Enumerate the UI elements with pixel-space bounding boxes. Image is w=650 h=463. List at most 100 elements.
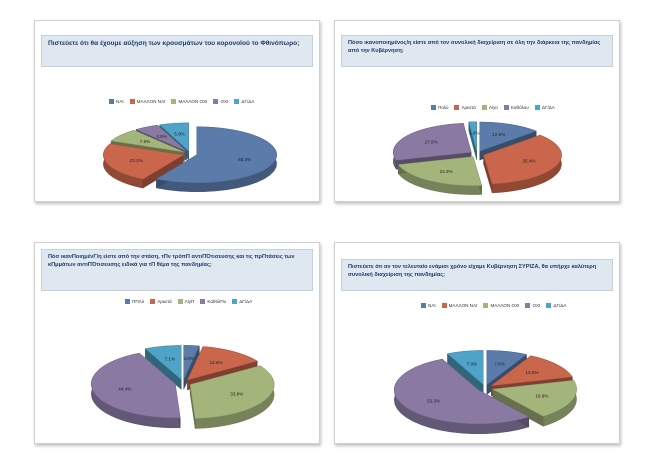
pie-chart-1: 58.3% 23.1% 7.6% 4.9% 5.9%: [103, 122, 277, 192]
legend-swatch: [546, 303, 552, 308]
pie-slice: [486, 350, 528, 386]
legend-swatch: [200, 299, 206, 304]
legend-label: Αρκετά: [157, 299, 172, 304]
pie-data-label: 13.0%: [525, 370, 538, 375]
legend-item: ΔΓ/ΔΑ: [534, 105, 555, 110]
pie-slice: [159, 122, 189, 152]
legend-item: Αρκετά: [454, 105, 476, 110]
pie-slice: [397, 156, 482, 186]
chart-panel-2: Πόσο ικανοποιημένος/η είστε από τον συνο…: [334, 20, 620, 202]
legend-1: ΝΑΙ ΜΑΛΛΟΝ ΝΑΙ ΜΑΛΛΟΝ ΟΧΙ ΟΧΙ ΔΓ/ΔΑ: [109, 99, 254, 104]
legend-item: ΜΑΛΛΟΝ ΝΑΙ: [129, 99, 166, 104]
legend-label: Αρκετά: [461, 105, 476, 110]
legend-swatch: [109, 99, 114, 104]
legend-item: ΜΑΛΛΟΝ ΟΧΙ: [483, 303, 519, 308]
pie-slice: [144, 345, 182, 381]
pie-slice: [155, 126, 277, 184]
legend-item: ΜΑΛΛΟΝ ΟΧΙ: [171, 99, 207, 104]
legend-item: ΔΓ/ΔΑ: [234, 99, 254, 104]
legend-2: Πολύ Αρκετά Λίγο Καθόλου ΔΓ/ΔΑ: [431, 105, 555, 110]
legend-item: ΔΓ/ΔΑ: [546, 303, 566, 308]
pie-slice: [468, 121, 477, 151]
pie-data-label: 12.8%: [210, 360, 223, 365]
legend-swatch: [213, 99, 219, 104]
pie-slice: [110, 130, 185, 153]
legend-label: ΜΑΛΛΟΝ ΟΧΙ: [178, 99, 208, 104]
pie-slice: [189, 365, 275, 419]
legend-item: ΚαθόλΠυ: [200, 299, 226, 304]
legend-swatch: [150, 299, 156, 304]
pie-data-label: 44.4%: [118, 387, 131, 392]
legend-label: ΠΠΛύ: [132, 299, 145, 304]
pie-slice: [483, 134, 562, 185]
legend-swatch: [454, 105, 460, 110]
legend-item: Πολύ: [431, 105, 448, 110]
pie-slice: [490, 355, 573, 387]
legend-4: ΝΑΙ ΜΑΛΛΟΝ ΝΑΙ ΜΑΛΛΟΝ ΟΧΙ ΟΧΙ ΔΓ/ΔΑ: [421, 303, 566, 308]
pie-data-label: 7.1%: [165, 356, 175, 361]
pie-slice: [392, 123, 472, 161]
legend-label: ΔΓ/ΔΑ: [541, 105, 555, 110]
legend-item: ΔΓ/ΔΑ: [232, 299, 252, 304]
pie-data-label: 53.3%: [427, 398, 440, 403]
legend-label: ΜΑΛΛΟΝ ΝΑΙ: [448, 303, 478, 308]
pie-data-label: 12.9%: [492, 132, 505, 137]
legend-swatch: [483, 303, 489, 308]
chart-title-3: Πόσ ικανΠοιημένΓ/η είστε από την στάση, …: [41, 249, 313, 291]
legend-label: Καθόλου: [510, 105, 529, 110]
pie-slice: [183, 345, 200, 380]
pie-slice: [103, 143, 185, 180]
pie-slice: [186, 346, 258, 381]
pie-data-label: 35.4%: [522, 159, 535, 164]
legend-3: ΠΠΛύ Αρκετά ΛίγΠ ΚαθόλΠυ ΔΓ/ΔΑ: [125, 299, 252, 304]
legend-item: ΝΑΙ: [421, 303, 436, 308]
legend-label: ΟΧΙ: [532, 303, 541, 308]
legend-swatch: [525, 303, 531, 308]
pie-data-label: 5.9%: [174, 131, 184, 136]
legend-item: ΜΑΛΛΟΝ ΝΑΙ: [441, 303, 478, 308]
pie-data-label: 3.0%: [183, 356, 193, 361]
legend-label: ΟΧΙ: [220, 99, 229, 104]
legend-label: ΔΓ/ΔΑ: [239, 299, 253, 304]
chart-title-1: Πιστεύετε ότι θα έχουμε αύξηση των κρουσ…: [41, 35, 313, 67]
legend-label: ΜΑΛΛΟΝ ΟΧΙ: [490, 303, 520, 308]
legend-swatch: [177, 299, 183, 304]
legend-swatch: [234, 99, 240, 104]
legend-swatch: [431, 105, 436, 110]
pie-chart-4: 7.8% 13.0% 18.9% 53.3% 7.0%: [393, 350, 577, 435]
legend-label: ΜΑΛΛΟΝ ΝΑΙ: [136, 99, 166, 104]
pie-slice: [91, 352, 181, 419]
legend-item: ΠΠΛύ: [125, 299, 144, 304]
legend-swatch: [441, 303, 447, 308]
legend-label: Λίγο: [488, 105, 498, 110]
pie-data-label: 23.1%: [130, 158, 143, 163]
pie-slice: [393, 358, 530, 425]
pie-slice: [479, 121, 537, 152]
pie-chart-2: 12.9% 35.4% 22.3% 27.9% 1.6%: [392, 121, 562, 195]
pie-slice: [491, 380, 577, 417]
pie-chart-3: 3.0% 12.8% 33.8% 44.4% 7.1%: [91, 345, 275, 429]
pie-data-label: 33.8%: [230, 391, 243, 396]
pie-data-label: 7.6%: [140, 139, 150, 144]
legend-swatch: [481, 105, 487, 110]
legend-item: ΟΧΙ: [525, 303, 540, 308]
legend-label: ΝΑΙ: [428, 303, 436, 308]
legend-label: ΛίγΠ: [184, 299, 195, 304]
legend-label: ΔΓ/ΔΑ: [553, 303, 567, 308]
chart-title-4: Πιστεύετε ότι αν τον τελευταίο ενάμισι χ…: [341, 259, 613, 291]
pie-data-label: 18.9%: [535, 393, 548, 398]
legend-swatch: [534, 105, 540, 110]
legend-item: Καθόλου: [503, 105, 529, 110]
legend-swatch: [129, 99, 135, 104]
legend-item: Λίγο: [481, 105, 498, 110]
legend-swatch: [232, 299, 238, 304]
legend-swatch: [171, 99, 177, 104]
chart-panel-1: Πιστεύετε ότι θα έχουμε αύξηση των κρουσ…: [34, 20, 320, 202]
legend-label: ΚαθόλΠυ: [207, 299, 227, 304]
legend-label: ΔΓ/ΔΑ: [241, 99, 255, 104]
pie-data-label: 27.9%: [425, 140, 438, 145]
legend-item: ΟΧΙ: [213, 99, 228, 104]
legend-item: ΝΑΙ: [109, 99, 124, 104]
chart-panel-3: Πόσ ικανΠοιημένΓ/η είστε από την στάση, …: [34, 242, 320, 444]
legend-swatch: [503, 105, 509, 110]
